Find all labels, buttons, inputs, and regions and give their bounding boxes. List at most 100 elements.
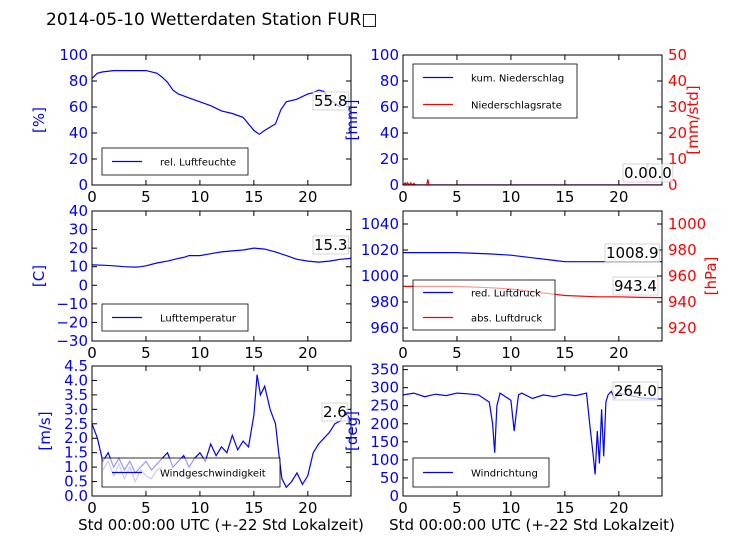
y-tick-label: 20 [380, 150, 399, 168]
y2-tick-label: 30 [668, 98, 687, 116]
x-tick-label: 15 [555, 344, 574, 362]
x-tick-label: 20 [609, 499, 628, 517]
last-value-label: 264.0 [614, 382, 657, 400]
y-tick-label: 100 [370, 451, 399, 469]
y-tick-label: 20 [69, 150, 88, 168]
last-value-label-2-box [646, 163, 674, 183]
y2-tick-label: 0 [668, 176, 678, 194]
y2-tick-label: 980 [668, 241, 697, 259]
y-tick-label: 1.0 [64, 458, 88, 476]
last-value-label-box [604, 243, 660, 263]
x-tick-label: 10 [501, 344, 520, 362]
legend: Lufttemperatur [101, 303, 249, 332]
y-tick-label: 200 [370, 415, 399, 433]
y-tick-label: 3.0 [64, 400, 88, 418]
y2-tick-label: 50 [668, 46, 687, 64]
x-tick-label: 20 [298, 188, 317, 206]
legend-label: rel. Luftfeuchte [160, 158, 236, 169]
x-tick-label: 15 [244, 188, 263, 206]
x-axis-label: Std 00:00:00 UTC (+-22 Std Lokalzeit) [78, 516, 364, 534]
last-value-label-box [312, 91, 349, 111]
last-value-label-2-box [612, 276, 659, 296]
last-value-label-box [321, 402, 349, 422]
subplot-1: 0 5 10 15 20 0 20 40 60 80 100 [%] 55.8 rel. Luftfeuc… [30, 46, 352, 206]
axes-frame [402, 54, 663, 186]
y-tick-label: 960 [370, 319, 399, 337]
y-axis-label: [C] [30, 265, 48, 287]
x-tick-label: 20 [298, 344, 317, 362]
last-value-label: 1008.9 [606, 244, 659, 262]
y-tick-label: 350 [370, 361, 399, 379]
x-tick-label: 5 [452, 499, 462, 517]
y2-axis-label: [mm/std] [684, 85, 702, 154]
last-value-label: 55.8 [314, 92, 347, 110]
subplot-4: 0 5 10 15 20 960 980 1000 1020 1040 920 940 960 980 10… [361, 210, 720, 362]
y-tick-label: 80 [69, 72, 88, 90]
x-tick-label: 5 [452, 188, 462, 206]
x-tick-label: 10 [501, 499, 520, 517]
axes-frame [91, 54, 352, 186]
legend: red. Luftdruck abs. Luftdruck [412, 279, 556, 331]
legend: Windgeschwindigkeit [101, 457, 281, 488]
legend-label: Windgeschwindigkeit [160, 469, 266, 480]
y-tick-label: 0 [389, 176, 399, 194]
y-tick-label: 0 [389, 487, 399, 505]
last-value-label-2: 0.0 [648, 164, 672, 182]
x-tick-label: 15 [244, 499, 263, 517]
y-axis-label: [m/s] [36, 411, 54, 450]
x-tick-label: 0 [398, 499, 408, 517]
y-tick-label: 300 [370, 379, 399, 397]
y2-axis-label: [hPa] [702, 257, 720, 296]
x-tick-label: 15 [555, 188, 574, 206]
x-tick-label: 15 [555, 499, 574, 517]
y-tick-label: 50 [380, 469, 399, 487]
y-axis-label: [deg] [343, 411, 361, 451]
y-tick-label: 60 [69, 98, 88, 116]
y-tick-label: 60 [380, 98, 399, 116]
y-tick-label: 1000 [361, 267, 399, 285]
y-tick-label: 100 [59, 46, 88, 64]
x-tick-label: 5 [141, 188, 151, 206]
x-tick-label: 10 [190, 499, 209, 517]
subplot-5: 0 5 10 15 20 0.00.51.01.52.02.53.03.54.04.5 [m… [36, 357, 364, 534]
x-tick-label: 20 [609, 344, 628, 362]
y-tick-label: 250 [370, 397, 399, 415]
y2-tick-label: 920 [668, 319, 697, 337]
y-tick-label: 1040 [361, 215, 399, 233]
y2-tick-label: 20 [668, 124, 687, 142]
y-tick-label: 20 [69, 239, 88, 257]
x-tick-label: 0 [87, 499, 97, 517]
y-tick-label: 0 [78, 276, 88, 294]
y-tick-label: 40 [380, 124, 399, 142]
series-line-rel-luftfeuchte [92, 69, 341, 136]
y-tick-label: −30 [56, 332, 88, 350]
last-value-label-box [612, 381, 659, 401]
x-tick-label: 5 [141, 499, 151, 517]
y2-tick-label: 10 [668, 150, 687, 168]
y-tick-label: 0 [78, 176, 88, 194]
legend-label: red. Luftdruck [471, 289, 541, 300]
y-tick-label: 100 [370, 46, 399, 64]
y-tick-label: 10 [69, 258, 88, 276]
y-tick-label: 3.5 [64, 386, 88, 404]
x-tick-label: 5 [452, 344, 462, 362]
y-tick-label: 0.5 [64, 473, 88, 491]
y2-tick-label: 960 [668, 267, 697, 285]
figure-title: 2014-05-10 Wetterdaten Station FUR□ [46, 10, 378, 30]
y-tick-label: 4.5 [64, 357, 88, 375]
x-tick-label: 5 [141, 344, 151, 362]
y-tick-label: 4.0 [64, 371, 88, 389]
y-tick-label: 2.5 [64, 415, 88, 433]
last-value-label-2: 943.4 [614, 277, 657, 295]
subplot-2: 0 5 10 15 20 0 20 40 60 80 100 0 10 20 30 40 50 [mm] [mm/s… [343, 46, 702, 206]
y-tick-label: 40 [69, 202, 88, 220]
x-tick-label: 20 [609, 188, 628, 206]
y-axis-label: [mm] [343, 100, 361, 141]
legend-label: Lufttemperatur [160, 314, 237, 325]
last-value-label: 2.6 [323, 403, 347, 421]
y-tick-label: 30 [69, 221, 88, 239]
y-tick-label: 80 [380, 72, 399, 90]
last-value-label: 0.0 [624, 164, 648, 182]
legend: Windrichtung [412, 457, 550, 488]
